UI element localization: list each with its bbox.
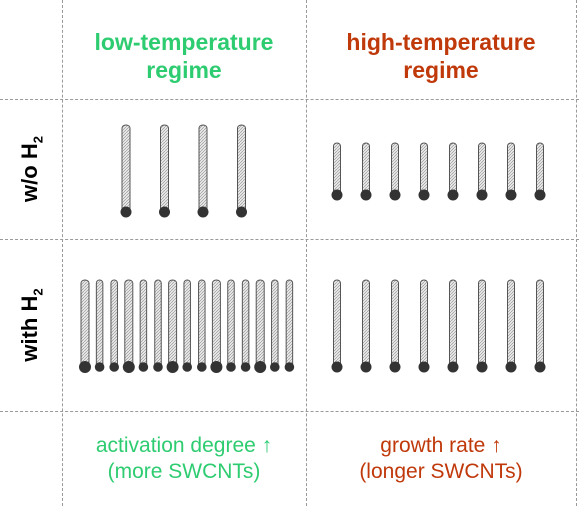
catalyst-particle — [226, 362, 236, 372]
catalyst-particle — [159, 206, 170, 218]
catalyst-particle — [109, 362, 119, 372]
nanotube — [183, 279, 191, 368]
catalyst-particle — [389, 361, 401, 373]
nanotube — [241, 279, 250, 368]
nanotube — [333, 279, 341, 368]
nanotube — [121, 124, 131, 213]
nanotube — [80, 279, 90, 368]
catalyst-particle — [418, 361, 430, 373]
nanotube — [139, 279, 148, 368]
nanotube — [333, 142, 341, 196]
nanotube — [449, 142, 457, 196]
header-low-line1: low-temperature — [94, 29, 274, 55]
catalyst-particle — [360, 189, 372, 201]
header-high-line2: regime — [403, 57, 479, 83]
header-high-temperature: high-temperature regime — [306, 28, 576, 84]
nanotube — [285, 279, 294, 368]
nanotube — [227, 279, 235, 368]
row-divider — [0, 99, 579, 100]
nanotube — [420, 142, 428, 196]
nanotube — [362, 142, 370, 196]
nanotube — [95, 279, 104, 368]
footer-high-line1: growth rate ↑ — [380, 434, 502, 457]
catalyst-particle — [284, 362, 295, 372]
header-low-line2: regime — [146, 57, 222, 83]
row-label-with-h2: with H2 — [17, 265, 45, 385]
catalyst-particle — [122, 361, 135, 373]
catalyst-particle — [120, 206, 132, 218]
catalyst-particle — [389, 189, 401, 201]
nanotube — [420, 279, 428, 368]
nanotube — [478, 279, 486, 368]
nanotube — [478, 142, 486, 196]
column-divider — [62, 0, 63, 506]
nanotube — [271, 279, 279, 368]
catalyst-particle — [240, 362, 251, 372]
catalyst-particle — [331, 361, 343, 373]
row-divider — [0, 239, 579, 240]
nanotube — [198, 124, 208, 213]
catalyst-particle — [153, 362, 163, 372]
column-divider — [576, 0, 577, 506]
catalyst-particle — [254, 361, 267, 373]
catalyst-particle — [197, 362, 207, 372]
nanotube — [391, 142, 399, 196]
row-label-with-text: with H — [17, 295, 42, 362]
nanotube — [536, 279, 544, 368]
nanotube — [237, 124, 246, 213]
footer-low-temperature: activation degree ↑ (more SWCNTs) — [62, 433, 306, 485]
header-low-temperature: low-temperature regime — [62, 28, 306, 84]
row-divider — [0, 411, 579, 412]
panel-low-temp-with-h2 — [79, 279, 295, 373]
panel-high-temp-with-h2 — [331, 279, 546, 373]
nanotube — [507, 142, 515, 196]
nanotube — [168, 279, 178, 368]
catalyst-particle — [447, 361, 459, 373]
catalyst-particle — [138, 362, 149, 372]
row-label-without-subscript: 2 — [30, 136, 46, 144]
catalyst-particle — [418, 189, 430, 201]
nanotube — [160, 124, 169, 213]
nanotube — [211, 279, 221, 368]
catalyst-particle — [270, 362, 280, 372]
nanotube — [391, 279, 399, 368]
catalyst-particle — [182, 362, 192, 372]
catalyst-particle — [476, 361, 488, 373]
footer-low-line1: activation degree ↑ — [95, 434, 273, 457]
catalyst-particle — [534, 361, 546, 373]
catalyst-particle — [505, 361, 517, 373]
row-label-without-h2: w/o H2 — [17, 109, 45, 229]
nanotube — [507, 279, 515, 368]
nanotube — [110, 279, 118, 368]
nanotube — [124, 279, 134, 368]
footer-high-line2: (longer SWCNTs) — [359, 460, 523, 483]
nanotube — [449, 279, 457, 368]
catalyst-particle — [447, 189, 459, 201]
catalyst-particle — [360, 361, 372, 373]
catalyst-particle — [210, 361, 223, 373]
nanotube — [536, 142, 544, 196]
row-label-with-subscript: 2 — [30, 288, 46, 296]
catalyst-particle — [534, 189, 546, 201]
catalyst-particle — [197, 206, 209, 218]
column-divider — [306, 0, 307, 506]
nanotube — [362, 279, 370, 368]
catalyst-particle — [505, 189, 517, 201]
nanotube — [255, 279, 265, 368]
footer-low-line2: (more SWCNTs) — [107, 460, 261, 483]
row-label-without-text: w/o H — [17, 143, 42, 202]
catalyst-particle — [476, 189, 488, 201]
catalyst-particle — [236, 206, 247, 218]
panel-low-temp-without-h2 — [120, 124, 247, 218]
nanotube — [154, 279, 162, 368]
footer-high-temperature: growth rate ↑ (longer SWCNTs) — [306, 433, 576, 485]
catalyst-particle — [94, 362, 105, 372]
catalyst-particle — [331, 189, 343, 201]
nanotube — [198, 279, 206, 368]
panel-high-temp-without-h2 — [331, 142, 546, 201]
catalyst-particle — [79, 361, 91, 373]
header-high-line1: high-temperature — [346, 29, 536, 55]
catalyst-particle — [166, 361, 179, 373]
